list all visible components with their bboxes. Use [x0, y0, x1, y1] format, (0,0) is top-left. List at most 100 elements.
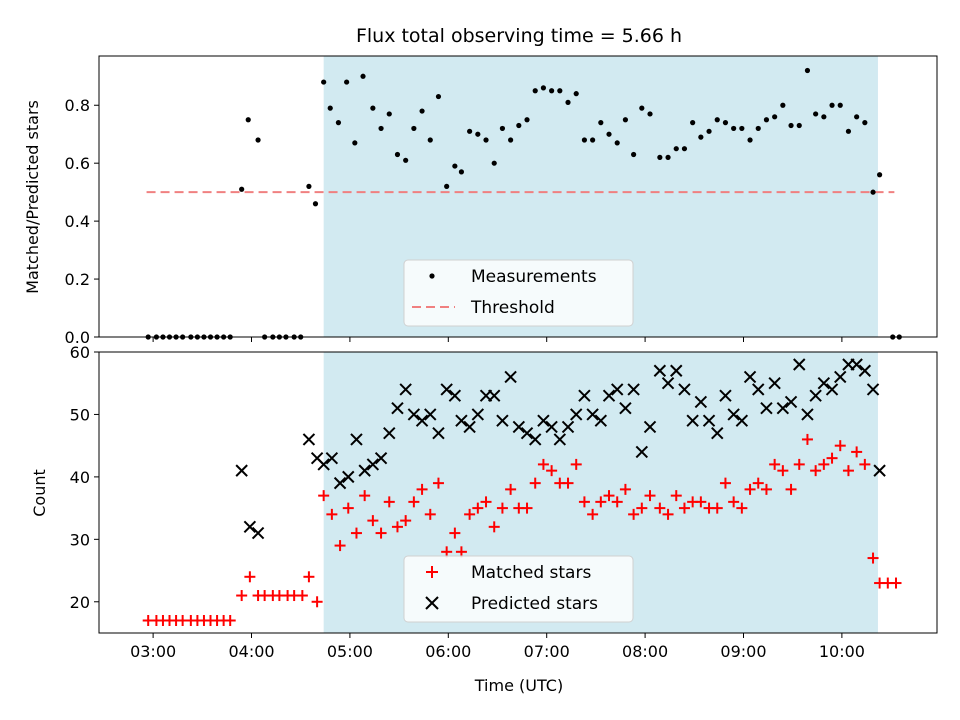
predicted-star-point	[570, 408, 583, 421]
measurement-point	[335, 120, 342, 126]
measurement-point	[647, 111, 653, 117]
count-x-tick-label: 09:00	[720, 642, 766, 661]
measurement-point	[394, 151, 401, 158]
matched-star-point	[488, 521, 500, 533]
predicted-star-point	[537, 414, 550, 427]
measurement-point	[378, 125, 384, 132]
count-panel: 20 30 40 50 60 03:00 04:00 05:00 06:00 07:00 08:00…	[30, 343, 938, 695]
matched-star-point	[744, 483, 756, 495]
measurement-point	[622, 117, 629, 123]
legend-matched-marker	[426, 566, 438, 578]
measurement-point	[845, 128, 852, 134]
matched-star-point	[224, 615, 236, 627]
predicted-star-point	[578, 389, 591, 402]
predicted-star-point	[711, 426, 724, 440]
measurement-point	[722, 120, 729, 126]
measurement-point	[665, 154, 671, 160]
predicted-star-point	[463, 420, 476, 434]
measurement-point	[606, 131, 612, 137]
measurement-point	[452, 163, 458, 169]
measurement-point	[763, 117, 770, 123]
measurement-point	[444, 183, 450, 189]
predicted-star-point	[801, 408, 814, 421]
predicted-star-point	[391, 401, 404, 415]
count-x-tick-label: 05:00	[327, 642, 373, 661]
matched-star-point	[311, 596, 323, 608]
count-y-tick-label: 40	[70, 468, 90, 487]
ratio-y-tick-label: 0.8	[65, 96, 90, 115]
matched-star-point	[728, 496, 740, 508]
count-x-tick-label: 06:00	[425, 642, 471, 661]
predicted-star-point	[743, 370, 757, 384]
measurement-point	[673, 146, 679, 152]
legend-matched-label: Matched stars	[471, 563, 591, 583]
measurement-point	[370, 105, 376, 111]
predicted-star-point	[342, 470, 355, 484]
measurement-point	[327, 105, 333, 111]
predicted-star-point	[611, 383, 624, 396]
predicted-star-point	[619, 401, 632, 415]
matched-star-point	[769, 458, 781, 470]
matched-star-point	[890, 577, 902, 589]
matched-star-point	[367, 515, 379, 527]
measurement-point	[796, 122, 802, 129]
matched-star-point	[678, 502, 690, 514]
predicted-star-point	[235, 464, 248, 477]
measurement-point	[581, 137, 588, 143]
measurement-point	[360, 73, 366, 79]
measurement-point	[475, 131, 481, 137]
predicted-star-point	[670, 364, 683, 377]
matched-star-point	[736, 502, 748, 514]
count-y-axis-label: Count	[30, 469, 49, 517]
matched-star-point	[464, 508, 476, 520]
predicted-star-point	[627, 383, 640, 396]
predicted-star-point	[561, 420, 575, 434]
matched-star-point	[303, 571, 315, 583]
measurement-point	[344, 79, 350, 85]
measurement-point	[245, 117, 251, 123]
matched-star-point	[432, 477, 444, 489]
predicted-star-point	[686, 414, 699, 427]
predicted-star-point	[602, 389, 616, 402]
matched-star-point	[644, 490, 656, 502]
predicted-star-point	[415, 414, 429, 427]
predicted-star-point	[727, 408, 740, 421]
ratio-y-tick-label: 0.0	[65, 328, 90, 347]
count-x-tick-label: 07:00	[524, 642, 570, 661]
predicted-star-point	[858, 364, 872, 377]
x-axis-label: Time (UTC)	[474, 676, 563, 695]
matched-star-point	[441, 546, 453, 558]
measurement-point	[239, 186, 245, 192]
predicted-star-point	[251, 526, 265, 540]
legend-predicted-marker	[425, 596, 439, 610]
predicted-star-point	[383, 426, 396, 440]
predicted-star-point	[735, 414, 749, 427]
measurement-point	[255, 137, 261, 143]
matched-star-point	[244, 571, 256, 583]
predicted-star-point	[661, 377, 675, 390]
measurement-point	[321, 79, 327, 85]
measurement-point	[516, 122, 522, 129]
count-y-tick-label: 30	[70, 530, 90, 549]
predicted-star-point	[407, 408, 421, 421]
matched-star-point	[480, 496, 492, 508]
matched-star-point	[628, 508, 640, 520]
predicted-star-point	[635, 445, 649, 459]
measurement-point	[435, 93, 442, 100]
ratio-y-tick-label: 0.4	[65, 212, 90, 231]
predicted-star-point	[553, 433, 567, 446]
matched-star-point	[695, 496, 707, 508]
ratio-y-axis-label: Matched/Predicted stars	[23, 100, 42, 294]
legend-measurements-marker	[429, 273, 435, 279]
predicted-star-point	[850, 358, 863, 371]
matched-star-point	[334, 540, 346, 552]
measurement-point	[458, 169, 465, 175]
predicted-star-point	[760, 401, 773, 415]
predicted-star-point	[366, 458, 380, 471]
matched-star-point	[318, 490, 330, 502]
matched-star-point	[842, 465, 854, 477]
measurement-point	[739, 125, 745, 132]
matched-star-point	[505, 483, 517, 495]
matched-star-point	[619, 483, 631, 495]
measurement-point	[854, 114, 860, 120]
